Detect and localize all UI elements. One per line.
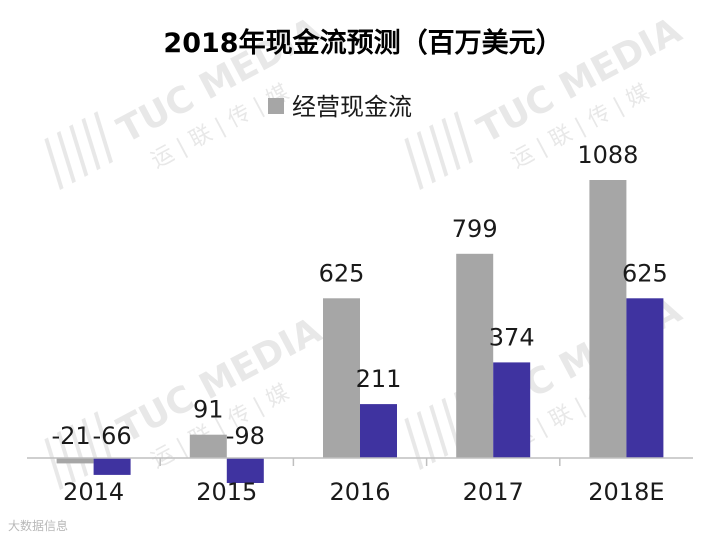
chart-title: 2018年现金流预测（百万美元） <box>163 27 562 59</box>
data-label-s1-2016: 211 <box>356 365 402 393</box>
watermark-stripe <box>441 117 461 171</box>
data-label-s1-2017: 374 <box>489 323 535 351</box>
bar-s0-2018E <box>589 180 627 458</box>
bar-s0-2014 <box>56 458 94 464</box>
data-label-s1-2015: -98 <box>226 422 265 450</box>
x-tick-2017: 2017 <box>463 478 524 506</box>
data-label-s0-2018E: 1088 <box>577 141 638 169</box>
x-tick-layer: 2014 2015 2016 2017 2018E <box>63 458 665 506</box>
watermark-stripe <box>416 130 436 184</box>
data-label-s0-2015: 91 <box>193 396 224 424</box>
watermark-stripe <box>81 117 101 171</box>
bar-s1-2014 <box>93 458 131 475</box>
x-tick-2018E: 2018E <box>588 478 664 506</box>
watermark-stripe <box>69 124 89 177</box>
watermark-stripe <box>416 410 436 464</box>
legend-label: 经营现金流 <box>292 93 412 121</box>
watermark-stripe <box>93 111 113 164</box>
x-tick-2014: 2014 <box>63 478 124 506</box>
watermark-stripe <box>56 430 76 484</box>
bar-s1-2015 <box>226 458 264 483</box>
watermark-stripe <box>81 417 101 471</box>
watermark-stripe <box>453 111 473 164</box>
bar-layer <box>56 180 664 483</box>
bar-s1-2017 <box>493 362 531 458</box>
x-tick-2015: 2015 <box>196 478 257 506</box>
watermark-stripe <box>404 417 424 470</box>
watermark-stripe <box>404 137 424 190</box>
watermark-stripe <box>44 437 64 490</box>
data-label-layer: -21 -66 91-98 625 211 799 374 1088 625 <box>51 141 667 450</box>
bar-s0-2015 <box>189 434 227 458</box>
bar-s0-2016 <box>323 298 360 458</box>
legend-swatch <box>268 98 284 114</box>
legend: 经营现金流 <box>268 93 412 121</box>
bar-s0-2017 <box>456 253 494 458</box>
data-label-s1-2018E: 625 <box>622 259 668 287</box>
bar-s1-2016 <box>360 404 397 458</box>
data-label-s0-2014: -21 <box>51 422 90 450</box>
data-label-s1-2014: -66 <box>92 422 131 450</box>
watermark-stripe <box>93 411 113 464</box>
watermark-stripe <box>429 124 449 177</box>
bar-s1-2018E <box>626 298 664 458</box>
watermark-stripe <box>44 137 64 190</box>
watermark-stripe <box>429 404 449 457</box>
watermark-stripe <box>441 397 461 451</box>
watermark-stripe <box>69 424 89 477</box>
watermark-stripe <box>56 130 76 184</box>
data-label-s0-2017: 799 <box>452 215 498 243</box>
x-tick-2016: 2016 <box>329 478 390 506</box>
data-label-s0-2016: 625 <box>319 259 365 287</box>
corner-watermark: 大数据信息 <box>8 518 68 533</box>
